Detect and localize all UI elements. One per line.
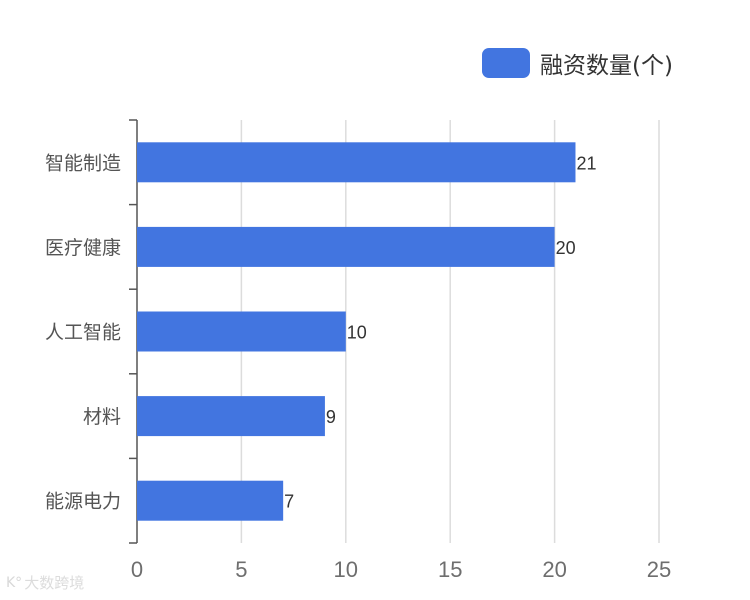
legend[interactable]: 融资数量(个) (482, 46, 673, 80)
y-category-label: 医疗健康 (45, 237, 121, 259)
bar (137, 142, 576, 183)
x-tick-label: 10 (334, 557, 358, 582)
legend-swatch (482, 48, 530, 78)
watermark-text: 大数跨境 (24, 574, 85, 592)
bar-value-label: 9 (326, 407, 336, 427)
x-tick-label: 5 (235, 557, 247, 582)
bar (137, 226, 555, 267)
bar-value-label: 20 (556, 238, 576, 258)
y-category-label: 能源电力 (45, 491, 121, 513)
bar-value-label: 21 (576, 153, 596, 173)
bar (137, 311, 346, 352)
bar (137, 396, 325, 437)
legend-label: 融资数量(个) (540, 53, 673, 79)
x-tick-label: 15 (438, 557, 462, 582)
bar-value-label: 7 (284, 492, 294, 512)
y-category-label: 人工智能 (45, 322, 121, 344)
y-category-label: 材料 (83, 406, 121, 428)
bar (137, 480, 284, 521)
bar-value-label: 10 (347, 323, 367, 343)
y-category-label: 智能制造 (45, 152, 121, 174)
x-tick-label: 0 (131, 557, 143, 582)
watermark: K° 大数跨境 (6, 572, 84, 593)
x-tick-label: 25 (647, 557, 671, 582)
watermark-logo: K° (6, 574, 23, 591)
x-tick-label: 20 (542, 557, 566, 582)
